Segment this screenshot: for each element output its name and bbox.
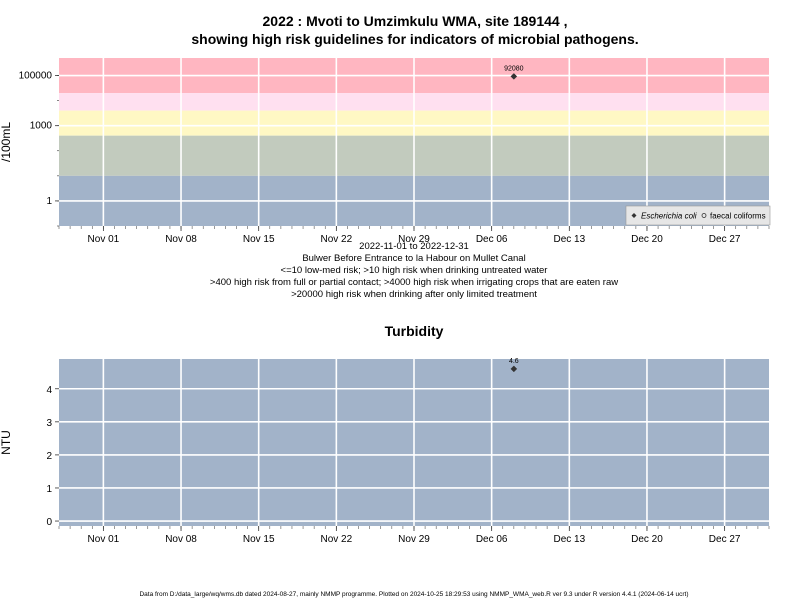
x-tick-label: Dec 06	[476, 234, 508, 245]
legend-label-faecal: faecal coliforms	[710, 212, 766, 221]
subtitle-line-5: >20000 high risk when drinking after onl…	[291, 289, 537, 300]
y-tick-label: 3	[46, 418, 52, 429]
data-point	[510, 365, 518, 373]
x-tick-label: Nov 08	[165, 234, 197, 245]
y-tick-label: 2	[46, 451, 52, 462]
subtitle-line-3: <=10 low-med risk; >10 high risk when dr…	[281, 265, 548, 276]
x-tick-label: Dec 27	[709, 534, 741, 545]
subtitle-line-1: 2022-11-01 to 2022-12-31	[359, 241, 469, 252]
x-tick-label: Nov 22	[321, 234, 353, 245]
x-tick-label: Nov 01	[88, 234, 120, 245]
x-tick-label: Dec 27	[709, 234, 741, 245]
y-tick-label: 4	[46, 385, 52, 396]
data-point	[510, 73, 518, 80]
legend-marker-faecal	[701, 213, 707, 218]
legend-marker-ecoli	[631, 213, 637, 218]
legend-box	[625, 205, 771, 226]
x-tick-label: Nov 01	[88, 534, 120, 545]
subtitle-line-2: Bulwer Before Entrance to la Habour on M…	[302, 253, 525, 264]
legend-label-ecoli: Escherichia coli	[641, 212, 697, 221]
x-tick-label: Dec 13	[553, 234, 585, 245]
y-tick-label: 0	[46, 517, 52, 528]
subtitle-block: 2022-11-01 to 2022-12-31 Bulwer Before E…	[210, 241, 618, 300]
x-tick-label: Dec 13	[553, 534, 585, 545]
subtitle-line-4: >400 high risk from full or partial cont…	[210, 277, 618, 288]
chart-title-line-1: 2022 : Mvoti to Umzimkulu WMA, site 1891…	[263, 13, 568, 29]
chart-title-line-2: showing high risk guidelines for indicat…	[191, 31, 638, 47]
x-tick-label: Dec 20	[631, 234, 663, 245]
data-label: 4.6	[509, 358, 519, 365]
x-tick-label: Dec 20	[631, 534, 663, 545]
y-tick-label: 1	[46, 484, 52, 495]
x-tick-label: Nov 29	[398, 234, 430, 245]
turbidity-panel: Nov 01 Nov 08 Nov 15 Nov 22 Nov 29 Dec 06 Dec …	[0, 358, 770, 545]
x-tick-label: Nov 15	[243, 534, 275, 545]
x-tick-label: Nov 08	[165, 534, 197, 545]
y-tick-label: 1000	[30, 121, 53, 132]
x-tick-label: Nov 29	[398, 534, 430, 545]
y-tick-label: 100000	[19, 71, 53, 82]
microbial-panel: Nov 01 Nov 08 Nov 15 Nov 22 Nov 29 Dec 06 Dec …	[0, 58, 771, 245]
x-tick-label: Dec 06	[476, 534, 508, 545]
y-tick-label: 1	[46, 196, 52, 207]
data-label: 92080	[504, 65, 524, 72]
y-axis-label: NTU	[0, 430, 13, 455]
footer-note: Data from D:/data_large/wq/wms.db dated …	[139, 591, 688, 598]
y-axis-label: /100mL	[0, 122, 13, 162]
x-tick-label: Nov 15	[243, 234, 275, 245]
turbidity-title: Turbidity	[385, 323, 444, 339]
x-tick-label: Nov 22	[321, 534, 353, 545]
